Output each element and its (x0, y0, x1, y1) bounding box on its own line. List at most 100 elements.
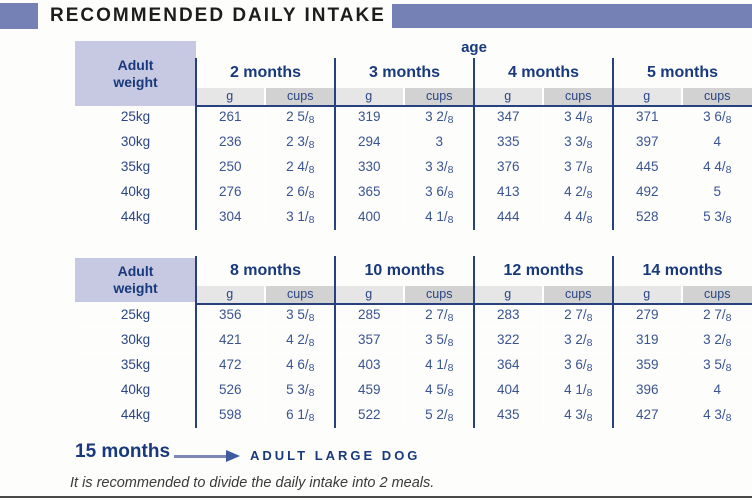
column-divider (334, 58, 336, 230)
column-divider (612, 256, 614, 428)
cups-cell: 3 3/8 (543, 130, 613, 155)
grams-cell: 492 (613, 180, 683, 205)
cups-cell: 2 5/8 (265, 105, 335, 130)
grams-cell: 396 (613, 378, 683, 403)
adult-weight-header: Adult weight (75, 41, 196, 106)
intake-grid: 8 months 10 months 12 months 14 months g cups… (75, 256, 752, 428)
grams-cell: 459 (335, 378, 405, 403)
cups-cell: 2 7/8 (404, 303, 474, 328)
grams-cell: 376 (474, 155, 544, 180)
unit-cups-header: cups (682, 88, 752, 105)
weight-row-header: 35kg (75, 155, 196, 180)
unit-cups-header: cups (265, 88, 335, 105)
cups-cell: 3 2/8 (404, 105, 474, 130)
unit-grams-header: g (613, 88, 683, 105)
cups-cell: 4 1/8 (404, 353, 474, 378)
grams-cell: 522 (335, 403, 405, 428)
grams-cell: 472 (196, 353, 266, 378)
unit-cups-header: cups (404, 88, 474, 105)
unit-grams-header: g (335, 286, 405, 303)
grams-cell: 250 (196, 155, 266, 180)
month-header: 3 months (368, 64, 441, 81)
cups-cell: 3 7/8 (543, 155, 613, 180)
grams-cell: 322 (474, 328, 544, 353)
meals-note: It is recommended to divide the daily in… (70, 475, 435, 491)
unit-grams-header: g (474, 88, 544, 105)
cups-cell: 3 6/8 (404, 180, 474, 205)
column-divider (473, 256, 475, 428)
grams-cell: 444 (474, 205, 544, 230)
unit-grams-header: g (196, 88, 266, 105)
cups-cell: 4 5/8 (404, 378, 474, 403)
grams-cell: 285 (335, 303, 405, 328)
milestone-age-label: 15 months (75, 441, 171, 462)
cups-cell: 3 5/8 (265, 303, 335, 328)
unit-cups-header: cups (404, 286, 474, 303)
grams-cell: 294 (335, 130, 405, 155)
grams-cell: 435 (474, 403, 544, 428)
month-header: 14 months (642, 262, 723, 279)
grams-cell: 445 (613, 155, 683, 180)
cups-cell: 4 2/8 (543, 180, 613, 205)
title-accent-bar (392, 4, 752, 28)
month-header: 4 months (507, 64, 580, 81)
column-divider (195, 58, 197, 230)
month-header: 8 months (229, 262, 302, 279)
cups-cell: 6 1/8 (265, 403, 335, 428)
cups-cell: 3 5/8 (404, 328, 474, 353)
month-header: 10 months (364, 262, 445, 279)
intake-grid: 2 months 3 months 4 months 5 months g cups g cu… (75, 41, 752, 230)
grams-cell: 304 (196, 205, 266, 230)
column-divider (473, 58, 475, 230)
grams-cell: 236 (196, 130, 266, 155)
column-divider (195, 256, 197, 428)
cups-cell: 3 2/8 (543, 328, 613, 353)
cups-cell: 2 6/8 (265, 180, 335, 205)
grams-cell: 397 (613, 130, 683, 155)
unit-cups-header: cups (543, 88, 613, 105)
grams-cell: 364 (474, 353, 544, 378)
cups-cell: 2 7/8 (682, 303, 752, 328)
cups-cell: 5 3/8 (682, 205, 752, 230)
weight-row-header: 25kg (75, 105, 196, 130)
grams-cell: 319 (335, 105, 405, 130)
grams-cell: 371 (613, 105, 683, 130)
cups-cell: 5 3/8 (265, 378, 335, 403)
month-header: 12 months (503, 262, 584, 279)
cups-cell: 3 6/8 (543, 353, 613, 378)
unit-grams-header: g (613, 286, 683, 303)
age-header: age (461, 39, 487, 56)
bottom-divider (0, 496, 752, 498)
unit-grams-header: g (196, 286, 266, 303)
arrow-right-icon (174, 455, 226, 458)
weight-row-header: 44kg (75, 403, 196, 428)
weight-row-header: 40kg (75, 180, 196, 205)
grams-cell: 403 (335, 353, 405, 378)
cups-cell: 3 6/8 (682, 105, 752, 130)
grams-cell: 526 (196, 378, 266, 403)
unit-grams-header: g (474, 286, 544, 303)
grams-cell: 276 (196, 180, 266, 205)
column-divider (612, 58, 614, 230)
grams-cell: 400 (335, 205, 405, 230)
grams-cell: 279 (613, 303, 683, 328)
cups-cell: 4 (682, 130, 752, 155)
weight-row-header: 40kg (75, 378, 196, 403)
cups-cell: 4 1/8 (543, 378, 613, 403)
cups-cell: 2 3/8 (265, 130, 335, 155)
grams-cell: 357 (335, 328, 405, 353)
cups-cell: 2 4/8 (265, 155, 335, 180)
subheader-divider (196, 105, 752, 107)
grams-cell: 413 (474, 180, 544, 205)
weight-row-header: 30kg (75, 328, 196, 353)
cups-cell: 4 3/8 (682, 403, 752, 428)
intake-table-months-8-14: 8 months 10 months 12 months 14 months g cups… (75, 256, 752, 428)
month-header: 2 months (229, 64, 302, 81)
cups-cell: 3 3/8 (404, 155, 474, 180)
cups-cell: 4 (682, 378, 752, 403)
grams-cell: 528 (613, 205, 683, 230)
subheader-divider (196, 303, 752, 305)
cups-cell: 5 (682, 180, 752, 205)
cups-cell: 4 2/8 (265, 328, 335, 353)
